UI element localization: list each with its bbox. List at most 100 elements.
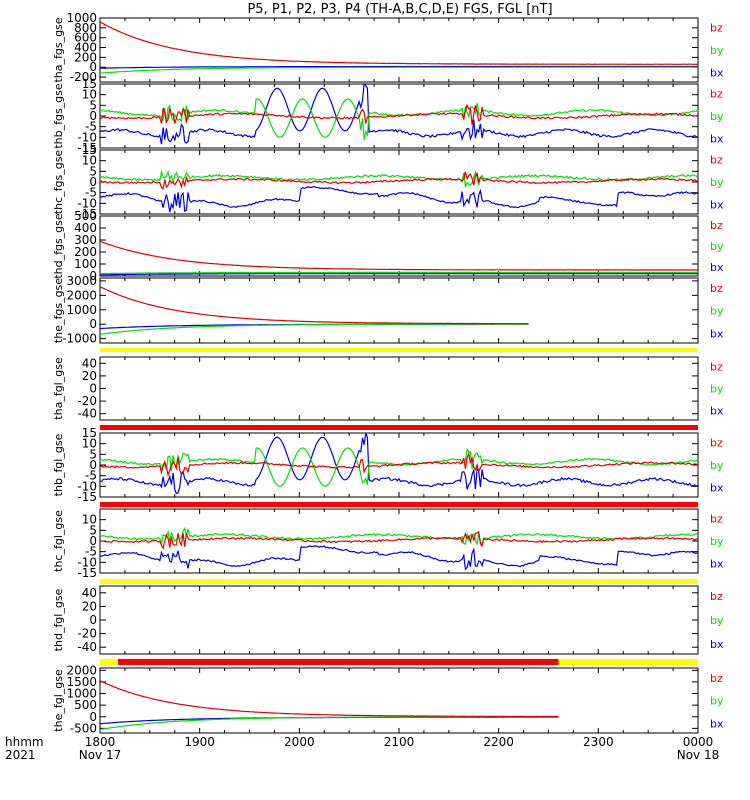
y-tick-label: 0 — [89, 613, 97, 627]
legend-bz: bz — [710, 154, 723, 167]
y-axis-label: thc_fgs_gse — [52, 150, 65, 215]
series-bx — [100, 273, 698, 276]
y-tick-label: 0 — [89, 382, 97, 396]
y-tick-label: 0 — [89, 534, 97, 548]
series-bz — [99, 530, 699, 550]
series-bz — [99, 286, 529, 325]
mode-bar-yellow — [100, 659, 118, 665]
legend-bz: bz — [710, 437, 723, 450]
y-axis-label: tha_fgs_gse — [52, 17, 65, 82]
y-tick-label: -15 — [77, 141, 97, 155]
y-tick-label: 200 — [74, 245, 97, 259]
series-by — [100, 526, 699, 547]
y-tick-label: -10 — [77, 196, 97, 210]
legend-bz: bz — [710, 219, 723, 232]
legend-bx: bx — [710, 132, 724, 145]
series-by — [99, 716, 559, 731]
y-tick-label: 10 — [82, 88, 97, 102]
y-tick-label: 10 — [82, 154, 97, 168]
x-date-label: Nov 18 — [677, 748, 720, 762]
series-bx — [99, 82, 699, 145]
series-bz — [99, 240, 698, 271]
series-bz — [99, 451, 699, 478]
series-bz — [99, 680, 559, 718]
y-tick-label: -200 — [70, 70, 97, 84]
y-tick-label: 5 — [89, 164, 97, 178]
y-tick-label: 5 — [89, 523, 97, 537]
y-tick-label: 400 — [74, 221, 97, 235]
mode-bars — [100, 348, 698, 665]
series-bx — [99, 716, 559, 725]
y-tick-label: 5 — [89, 98, 97, 112]
series-by — [99, 98, 699, 141]
y-tick-label: -40 — [77, 640, 97, 654]
y-tick-label: -10 — [77, 555, 97, 569]
mode-bar-yellow — [558, 659, 698, 665]
panel-frame — [99, 585, 699, 655]
y-tick-label: 15 — [82, 77, 97, 91]
mode-bar-yellow — [100, 348, 698, 352]
series-by — [99, 169, 699, 188]
y-axis-label: thb_fgs_gse — [52, 83, 65, 149]
legend-bx: bx — [710, 557, 724, 570]
y-tick-label: 40 — [82, 356, 97, 370]
y-axis-label: thb_fgl_gse — [52, 433, 65, 496]
legend-by: by — [710, 240, 724, 253]
y-tick-label: 3000 — [66, 274, 97, 288]
y-tick-label: -15 — [77, 207, 97, 221]
x-tick-label: 2100 — [384, 735, 415, 749]
y-tick-label: 1000 — [66, 11, 97, 25]
legend-by: by — [710, 176, 724, 189]
x-corner-label-year: 2021 — [5, 748, 36, 762]
legend-bz: bz — [710, 513, 723, 526]
y-tick-label: 200 — [74, 50, 97, 64]
y-tick-label: 300 — [74, 233, 97, 247]
y-tick-label: -5 — [85, 120, 97, 134]
series-bz — [99, 21, 699, 65]
series-bx — [100, 65, 698, 69]
chart-title: P5, P1, P2, P3, P4 (TH-A,B,C,D,E) FGS, F… — [247, 2, 552, 17]
mode-bar-red — [100, 502, 698, 507]
legend-by: by — [710, 110, 724, 123]
legend-bx: bx — [710, 261, 724, 274]
y-tick-label: 10 — [82, 437, 97, 451]
y-tick-label: 1500 — [66, 675, 97, 689]
panel-frame — [99, 17, 699, 83]
y-tick-label: -1000 — [62, 332, 97, 346]
legend-by: by — [710, 614, 724, 627]
y-tick-label: 500 — [74, 209, 97, 223]
y-axis-label: tha_fgl_gse — [52, 357, 65, 420]
x-date-label: Nov 17 — [79, 748, 122, 762]
y-tick-label: -40 — [77, 407, 97, 421]
y-tick-label: -10 — [77, 479, 97, 493]
y-tick-label: 2000 — [66, 663, 97, 677]
series-bx — [99, 545, 699, 571]
y-axis-label: thc_fgl_gse — [52, 510, 65, 572]
y-axis-label: the_fgs_gse — [52, 278, 65, 343]
x-tick-label: 1800 — [85, 735, 116, 749]
y-tick-label: 15 — [82, 426, 97, 440]
series-by — [99, 66, 698, 74]
y-tick-label: -5 — [85, 186, 97, 200]
y-tick-label: 0 — [89, 317, 97, 331]
y-tick-label: 2000 — [66, 288, 97, 302]
mode-bar-red — [117, 659, 559, 665]
y-tick-label: 0 — [89, 710, 97, 724]
x-tick-label: 2000 — [284, 735, 315, 749]
legend-by: by — [710, 44, 724, 57]
series-bx — [99, 432, 699, 495]
series-bx — [99, 185, 699, 213]
y-tick-label: 600 — [74, 31, 97, 45]
y-tick-label: 1000 — [66, 687, 97, 701]
series-by — [100, 271, 698, 275]
x-corner-label-hhmm: hhmm — [5, 735, 44, 749]
y-tick-label: -10 — [77, 130, 97, 144]
